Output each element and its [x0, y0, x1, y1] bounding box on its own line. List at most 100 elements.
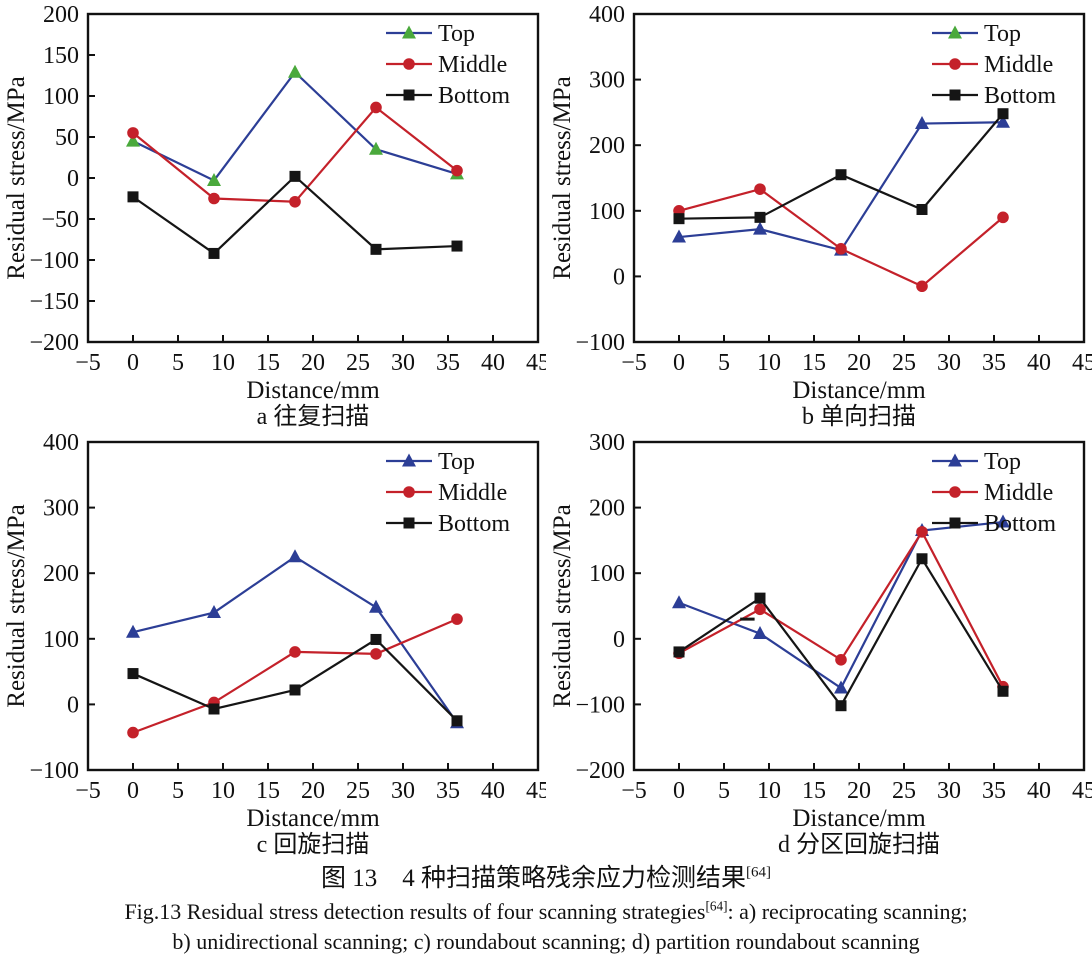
x-tick-label: 45: [526, 350, 546, 376]
legend-marker-top: [948, 453, 962, 467]
marker-middle: [754, 603, 766, 616]
y-tick-label: 200: [589, 133, 625, 159]
marker-middle: [451, 164, 463, 177]
marker-bottom: [835, 700, 847, 712]
marker-middle: [127, 726, 139, 739]
x-tick-label: 0: [673, 350, 685, 376]
legend-label-middle: Middle: [984, 52, 1053, 78]
marker-bottom: [127, 668, 139, 680]
marker-middle: [451, 613, 463, 625]
y-tick-label: 200: [43, 561, 79, 587]
series-line-top: [678, 121, 1004, 252]
panel-subtitle: a 往复扫描: [257, 403, 370, 428]
legend-label-middle: Middle: [984, 480, 1053, 506]
marker-bottom: [451, 240, 463, 252]
y-tick-label: −100: [29, 758, 79, 784]
marker-bottom: [673, 646, 685, 658]
marker-middle: [916, 526, 928, 538]
chart-d-partition-roundabout-scanning: −5 0 5 10 15 20 25 30 35 40 45 −200 −100 0 100 200 300 Di…: [546, 428, 1092, 856]
x-tick-label: 40: [481, 778, 505, 804]
y-tick-label: 0: [613, 264, 625, 290]
marker-bottom: [916, 553, 928, 565]
y-tick-label: 100: [43, 84, 79, 110]
caption-english-text: Fig.13 Residual stress detection results…: [124, 898, 706, 924]
marker-bottom: [997, 108, 1009, 120]
chart-d-canvas: −5 0 5 10 15 20 25 30 35 40 45 −200 −100 0 100 200 300 Di…: [549, 430, 1092, 856]
y-tick-label: −200: [29, 330, 79, 356]
marker-bottom: [835, 169, 847, 181]
marker-bottom: [127, 191, 139, 203]
axis-title-y: Residual stress/MPa: [549, 504, 576, 707]
marker-bottom: [754, 592, 766, 604]
marker-top: [126, 133, 140, 147]
legend-label-bottom: Bottom: [438, 511, 510, 537]
figure-caption: 图 13 4 种扫描策略残余应力检测结果[64] Fig.13 Residual…: [0, 862, 1092, 955]
marker-bottom: [370, 243, 382, 255]
y-tick-label: 400: [589, 2, 625, 28]
y-tick-label: 50: [55, 125, 79, 151]
x-tick-label: 15: [802, 778, 826, 804]
x-tick-label: 10: [757, 350, 781, 376]
marker-bottom: [289, 170, 301, 182]
y-tick-label: 400: [43, 430, 79, 456]
x-tick-label: 45: [1072, 778, 1092, 804]
marker-bottom: [289, 684, 301, 696]
x-tick-label: 5: [172, 350, 184, 376]
marker-middle: [916, 280, 928, 293]
x-tick-label: 5: [172, 778, 184, 804]
axis-title-x: Distance/mm: [246, 805, 380, 832]
chart-b-unidirectional-scanning: −5 0 5 10 15 20 25 30 35 40 45 −100 0 100 200 300 400 Dis…: [546, 0, 1092, 428]
legend-marker-middle: [949, 58, 961, 70]
x-tick-label: 25: [346, 350, 370, 376]
marker-top: [288, 549, 302, 563]
marker-top: [672, 229, 686, 243]
x-tick-label: 5: [718, 350, 730, 376]
y-tick-label: 200: [589, 496, 625, 522]
marker-top: [915, 116, 929, 130]
panel-subtitle: d 分区回旋扫描: [778, 831, 940, 856]
axis-title-y: Residual stress/MPa: [3, 76, 30, 279]
x-tick-label: 5: [718, 778, 730, 804]
legend-marker-bottom: [949, 517, 961, 529]
legend-marker-bottom: [403, 89, 415, 101]
axis-title-x: Distance/mm: [792, 377, 926, 404]
x-tick-label: 0: [127, 778, 139, 804]
chart-a-canvas: −5 0 5 10 15 20 25 30 35 40 45−200−150−100−5005010…: [3, 2, 546, 428]
panel-subtitle: b 单向扫描: [802, 403, 916, 428]
x-tick-label: −5: [621, 350, 647, 376]
marker-bottom: [754, 211, 766, 223]
legend-marker-top: [402, 453, 416, 467]
marker-bottom: [208, 247, 220, 259]
chart-b-canvas: −5 0 5 10 15 20 25 30 35 40 45 −100 0 100 200 300 400 Dis…: [549, 2, 1092, 428]
marker-middle: [370, 648, 382, 660]
y-tick-label: 300: [43, 496, 79, 522]
y-tick-label: −100: [575, 692, 625, 718]
marker-middle: [289, 646, 301, 658]
marker-middle: [127, 127, 139, 139]
caption-chinese: 图 13 4 种扫描策略残余应力检测结果[64]: [0, 862, 1092, 897]
y-tick-label: −100: [29, 248, 79, 274]
series-line-bottom: [678, 113, 1004, 220]
series-line-middle: [678, 187, 1004, 288]
charts-grid: −5 0 5 10 15 20 25 30 35 40 45 −200 −150 −100 −50 0 50 10…: [3, 0, 1092, 856]
x-tick-label: 25: [892, 350, 916, 376]
caption-english-line2: b) unidirectional scanning; c) roundabou…: [172, 928, 920, 954]
x-tick-label: 35: [982, 778, 1006, 804]
x-tick-label: −5: [621, 778, 647, 804]
legend-label-middle: Middle: [438, 480, 507, 506]
caption-english-citation: [64]: [705, 898, 728, 914]
legend-marker-top: [402, 25, 416, 39]
series-line-middle: [132, 618, 458, 734]
axis-title-x: Distance/mm: [792, 805, 926, 832]
x-tick-label: 20: [847, 350, 871, 376]
x-tick-label: 0: [127, 350, 139, 376]
legend-label-bottom: Bottom: [438, 83, 510, 109]
caption-english-tail: : a) reciprocating scanning;: [727, 898, 968, 924]
x-tick-label: 10: [211, 350, 235, 376]
legend-label-top: Top: [438, 21, 475, 47]
marker-top: [207, 172, 221, 186]
marker-bottom: [208, 703, 220, 715]
legend-label-bottom: Bottom: [984, 511, 1056, 537]
marker-middle: [835, 243, 847, 255]
